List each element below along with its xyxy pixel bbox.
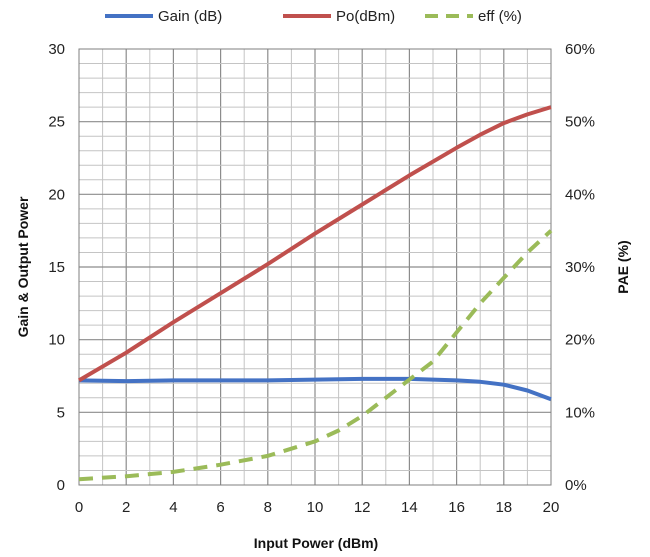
y-tick-label: 30 [48,41,65,58]
plot-frame [78,48,552,486]
plot-grid [79,49,551,485]
y2-tick-label: 60% [565,41,595,58]
x-tick-label: 12 [354,499,371,516]
y2-tick-label: 10% [565,404,595,421]
x-axis-title: Input Power (dBm) [254,535,378,551]
x-tick-label: 8 [264,499,272,516]
series-line-1 [78,376,552,402]
legend-label: Gain (dB) [158,8,222,25]
y2-tick-label: 50% [565,114,595,131]
y-tick-label: 10 [48,332,65,349]
x-tick-label: 14 [401,499,418,516]
legend-label: eff (%) [478,8,522,25]
series-line-2 [77,105,552,383]
x-tick-label: 2 [122,499,130,516]
y-axis-ticks: 0 5 10 15 20 25 30 [48,41,65,494]
legend-label: Po(dBm) [336,8,395,25]
legend: Gain (dB) Po(dBm) eff (%) [105,8,522,25]
y-tick-label: 25 [48,114,65,131]
x-tick-label: 0 [75,499,83,516]
y2-tick-label: 20% [565,332,595,349]
x-tick-label: 20 [543,499,560,516]
x-tick-label: 6 [216,499,224,516]
x-tick-label: 18 [495,499,512,516]
y-axis-title: Gain & Output Power [15,196,31,337]
y2-tick-label: 0% [565,477,587,494]
x-tick-label: 16 [448,499,465,516]
y-tick-label: 0 [57,477,65,494]
y2-tick-label: 30% [565,259,595,276]
y-tick-label: 5 [57,404,65,421]
series-line-3 [78,229,553,482]
series-layer [77,105,553,482]
x-tick-label: 4 [169,499,177,516]
y2-axis-ticks: 0% 10% 20% 30% 40% 50% 60% [565,41,595,494]
y-tick-label: 15 [48,259,65,276]
y-tick-label: 20 [48,186,65,203]
x-axis-ticks: 0 2 4 6 8 10 12 14 16 18 20 [75,499,560,516]
y2-axis-title: PAE (%) [615,240,631,293]
y2-tick-label: 40% [565,186,595,203]
x-tick-label: 10 [307,499,324,516]
